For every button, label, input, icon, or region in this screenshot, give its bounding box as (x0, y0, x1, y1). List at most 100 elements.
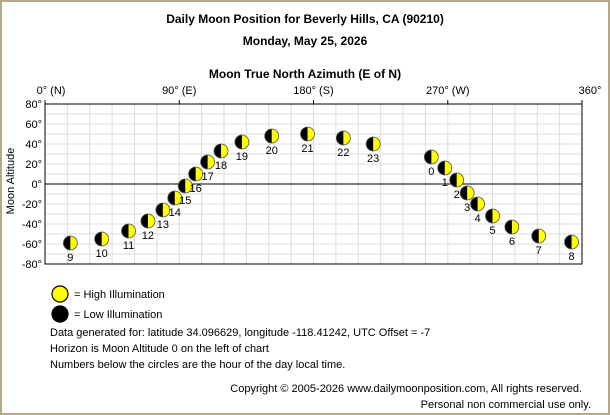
moon-point-hour-label: 5 (489, 225, 495, 237)
moon-point-outline (188, 166, 204, 182)
y-tick-label: -20° (22, 199, 42, 211)
moon-point-hour-label: 20 (266, 145, 278, 157)
moon-point-lit-half (147, 214, 155, 228)
info-hours: Numbers below the circles are the hour o… (50, 359, 345, 371)
moon-point-hour-label: 10 (96, 248, 108, 260)
moon-point-hour-label: 8 (568, 251, 574, 263)
y-tick-labels: 80° 60° 40° 20° 0° -20° -40° -60° -80° (22, 99, 42, 271)
moon-point-outline (140, 213, 156, 229)
moon-point-outline (94, 231, 110, 247)
moon-point-outline (531, 228, 547, 244)
moon-point: 19 (234, 134, 250, 163)
moon-point-lit-half (456, 173, 464, 187)
moon-point-hour-label: 12 (142, 230, 154, 242)
moon-point: 16 (188, 166, 204, 195)
moon-point-lit-half (511, 220, 519, 234)
moon-point-hour-label: 7 (536, 245, 542, 257)
moon-point: 12 (140, 213, 156, 242)
moon-point-lit-half (128, 224, 136, 238)
moon-point-outline (213, 143, 229, 159)
moon-point: 4 (470, 196, 485, 225)
legend: = High Illumination = Low Illumination (51, 285, 165, 323)
moon-point-lit-half (431, 150, 439, 164)
moon-point-lit-half (271, 129, 279, 143)
moon-point-lit-half (343, 131, 351, 145)
moon-point-hour-label: 13 (157, 219, 169, 231)
moon-point-outline (485, 208, 500, 224)
moon-point-outline (121, 223, 136, 239)
moon-point: 21 (300, 126, 315, 155)
moon-point-lit-half (477, 197, 485, 211)
moon-point-hour-label: 11 (123, 240, 134, 252)
y-tick-label: -80° (22, 259, 42, 271)
moon-point-hour-label: 4 (475, 213, 481, 225)
y-tick-label: 40° (25, 139, 42, 151)
moon-point: 5 (485, 208, 500, 237)
moon-point: 6 (504, 219, 520, 248)
moon-point-hour-label: 15 (179, 195, 191, 207)
moon-point-hour-label: 1 (442, 177, 448, 189)
x-tick-label: 270° (W) (426, 85, 470, 97)
x-tick-label: 180° (S) (293, 85, 333, 97)
legend-high-illumination-label: = High Illumination (74, 289, 165, 301)
moon-point-hour-label: 18 (215, 160, 227, 172)
moon-point-lit-half (444, 161, 452, 175)
moon-point-outline (155, 202, 171, 218)
moon-point-outline (62, 235, 78, 251)
x-tick-labels: 0° (N) 90° (E) 180° (S) 270° (W) 360° (37, 85, 602, 104)
moon-point-lit-half (467, 186, 475, 201)
moon-point-outline (504, 219, 520, 235)
info-location: Data generated for: latitude 34.096629, … (50, 327, 430, 339)
moon-point: 11 (121, 223, 136, 252)
moon-point-hour-label: 6 (509, 236, 515, 248)
moon-point: 14 (167, 190, 183, 219)
moon-point-outline (234, 134, 250, 150)
moon-point: 10 (94, 231, 110, 260)
moon-point: 8 (564, 234, 579, 263)
moon-point-hour-label: 22 (337, 147, 349, 159)
moon-point: 0 (423, 149, 439, 178)
moon-point-hour-label: 0 (428, 166, 434, 178)
moon-point-lit-half (571, 235, 579, 249)
info-horizon: Horizon is Moon Altitude 0 on the left o… (50, 343, 269, 355)
moon-point: 7 (531, 228, 547, 257)
x-tick-label: 360° (579, 85, 602, 97)
moon-point: 3 (459, 185, 475, 214)
moon-point-lit-half (101, 232, 109, 247)
moon-point-outline (200, 154, 215, 170)
moon-point: 2 (449, 172, 465, 201)
y-tick-label: 0° (31, 179, 42, 191)
moon-point-outline (437, 160, 453, 176)
legend-low-illumination-marker (51, 305, 69, 323)
moon-point-hour-label: 17 (201, 171, 213, 183)
y-tick-label: 20° (25, 159, 42, 171)
moon-point-lit-half (70, 236, 78, 250)
moon-point-hour-label: 14 (169, 207, 181, 219)
moon-point-outline (423, 149, 439, 165)
moon-point: 23 (365, 136, 381, 165)
y-tick-label: 80° (25, 99, 42, 111)
moon-point: 17 (200, 154, 215, 183)
moon-point-hour-label: 3 (464, 202, 470, 214)
moon-point-lit-half (207, 155, 215, 170)
moon-point-lit-half (174, 191, 182, 205)
y-tick-label: -60° (22, 239, 42, 251)
moon-point-lit-half (492, 209, 500, 223)
x-axis-label: Moon True North Azimuth (E of N) (209, 67, 401, 81)
moon-point: 1 (437, 160, 453, 189)
moon-point: 15 (177, 178, 193, 207)
x-tick-label: 0° (N) (37, 85, 66, 97)
moon-point-outline (264, 128, 280, 144)
moon-point-outline (449, 172, 465, 188)
moon-point-hour-label: 19 (236, 151, 248, 163)
license-notice: Personal non commercial use only. (421, 399, 591, 411)
moon-point-outline (177, 178, 193, 194)
moon-point-lit-half (373, 137, 381, 151)
y-tick-label: -40° (22, 219, 42, 231)
legend-high-illumination-marker (51, 285, 69, 303)
moon-point-outline (459, 185, 475, 201)
moon-point: 18 (213, 143, 229, 172)
moon-point-hour-label: 23 (367, 153, 379, 165)
chart-title: Daily Moon Position for Beverly Hills, C… (166, 12, 444, 26)
